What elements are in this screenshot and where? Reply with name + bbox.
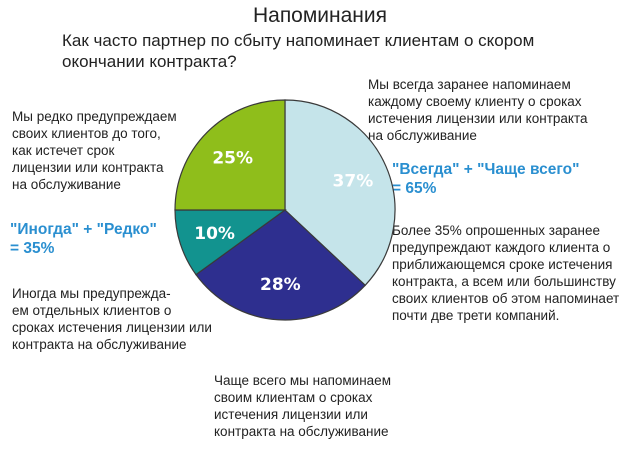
chart-title: Напоминания bbox=[252, 4, 388, 27]
note-often: Чаще всего мы напоминаем своим клиентам … bbox=[214, 373, 391, 439]
note-always: Мы всегда заранее напоминаем каждому сво… bbox=[368, 77, 588, 143]
note-rarely: Мы редко предупреждаем своих клиентов до… bbox=[12, 109, 177, 192]
pie-label-3: 25% bbox=[212, 149, 253, 169]
pie-slice-1 bbox=[195, 209, 367, 321]
pie-label-0: 37% bbox=[333, 172, 374, 192]
summary-text: Более 35% опрошенных заранее предупрежда… bbox=[392, 223, 620, 323]
pie-label-2: 10% bbox=[194, 224, 235, 244]
pie-slice-0 bbox=[284, 99, 396, 287]
pie-slice-3 bbox=[174, 99, 286, 211]
highlight-always-often: "Всегда" + "Чаще всего" = 65% bbox=[392, 161, 580, 197]
note-sometimes: Иногда мы предупрежда- ем отдельных клие… bbox=[12, 286, 212, 352]
pie-chart: 37% 28% 10% 25% bbox=[174, 99, 396, 321]
chart-question: Как часто партнер по сбыту напоминает кл… bbox=[62, 31, 535, 71]
highlight-sometimes-rarely: "Иногда" + "Редко" = 35% bbox=[10, 221, 157, 257]
pie-label-1: 28% bbox=[260, 275, 301, 295]
